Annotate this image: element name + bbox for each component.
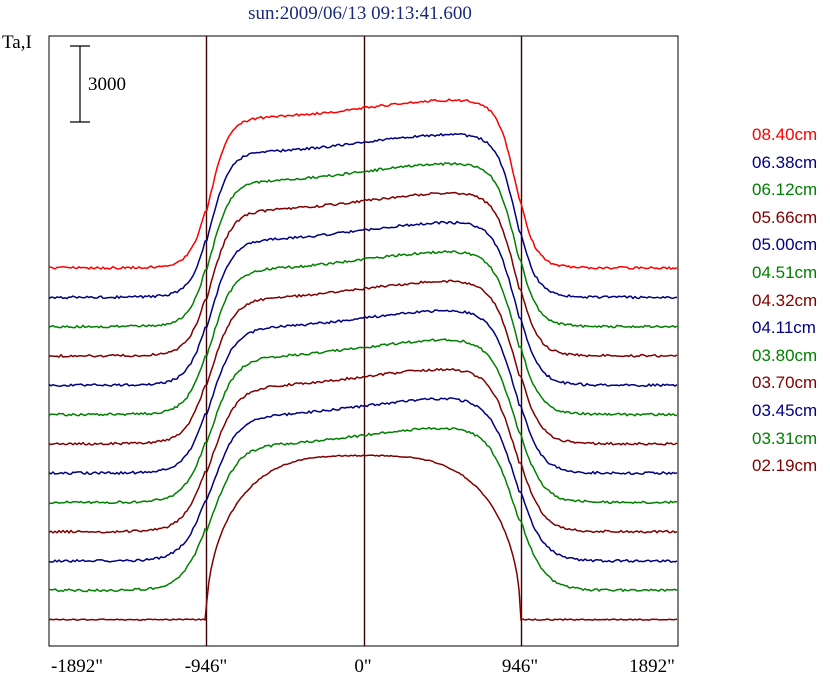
- series-line: [48, 250, 678, 417]
- series-line: [48, 132, 678, 300]
- legend-entry: 03.45cm: [752, 400, 818, 420]
- series-line: [48, 162, 678, 329]
- series-line: [48, 309, 678, 476]
- legend-entry: 08.40cm: [752, 125, 818, 144]
- legend-entry: 03.31cm: [752, 428, 818, 448]
- series-line: [48, 220, 678, 388]
- legend-entry: 03.80cm: [752, 345, 818, 365]
- series-line: [48, 191, 678, 359]
- legend-entry: 04.11cm: [752, 318, 816, 338]
- x-tick-label: 1892": [629, 656, 675, 677]
- legend: 08.40cm 06.38cm 06.12cm 05.66cm 05.00cm …: [752, 124, 817, 483]
- x-tick-label: 0": [354, 656, 372, 677]
- legend-entry: 04.32cm: [752, 290, 818, 310]
- legend-entry: 02.19cm: [752, 456, 818, 476]
- legend-entry: 05.66cm: [752, 207, 818, 227]
- legend-entry: 04.51cm: [752, 262, 818, 282]
- x-tick-label: -946": [184, 656, 228, 677]
- series-line: [48, 426, 678, 593]
- series-line: [48, 338, 678, 505]
- series-line: [49, 98, 678, 271]
- legend-entry: 06.12cm: [752, 180, 818, 200]
- scale-bar-label: 3000: [88, 74, 126, 95]
- legend-entry: 05.00cm: [752, 235, 818, 255]
- series-line: [48, 454, 678, 622]
- y-axis-label: Ta,I: [2, 32, 32, 53]
- legend-entry: 06.38cm: [752, 152, 818, 172]
- series-line: [48, 397, 678, 564]
- legend-entry: 03.70cm: [752, 373, 818, 393]
- x-tick-label: 946": [501, 656, 539, 677]
- series-line: [48, 367, 678, 535]
- chart-title: sun:2009/06/13 09:13:41.600: [248, 3, 472, 24]
- plot-frame: [48, 35, 679, 647]
- series-line: [48, 279, 678, 446]
- x-tick-label: -1892": [50, 656, 104, 677]
